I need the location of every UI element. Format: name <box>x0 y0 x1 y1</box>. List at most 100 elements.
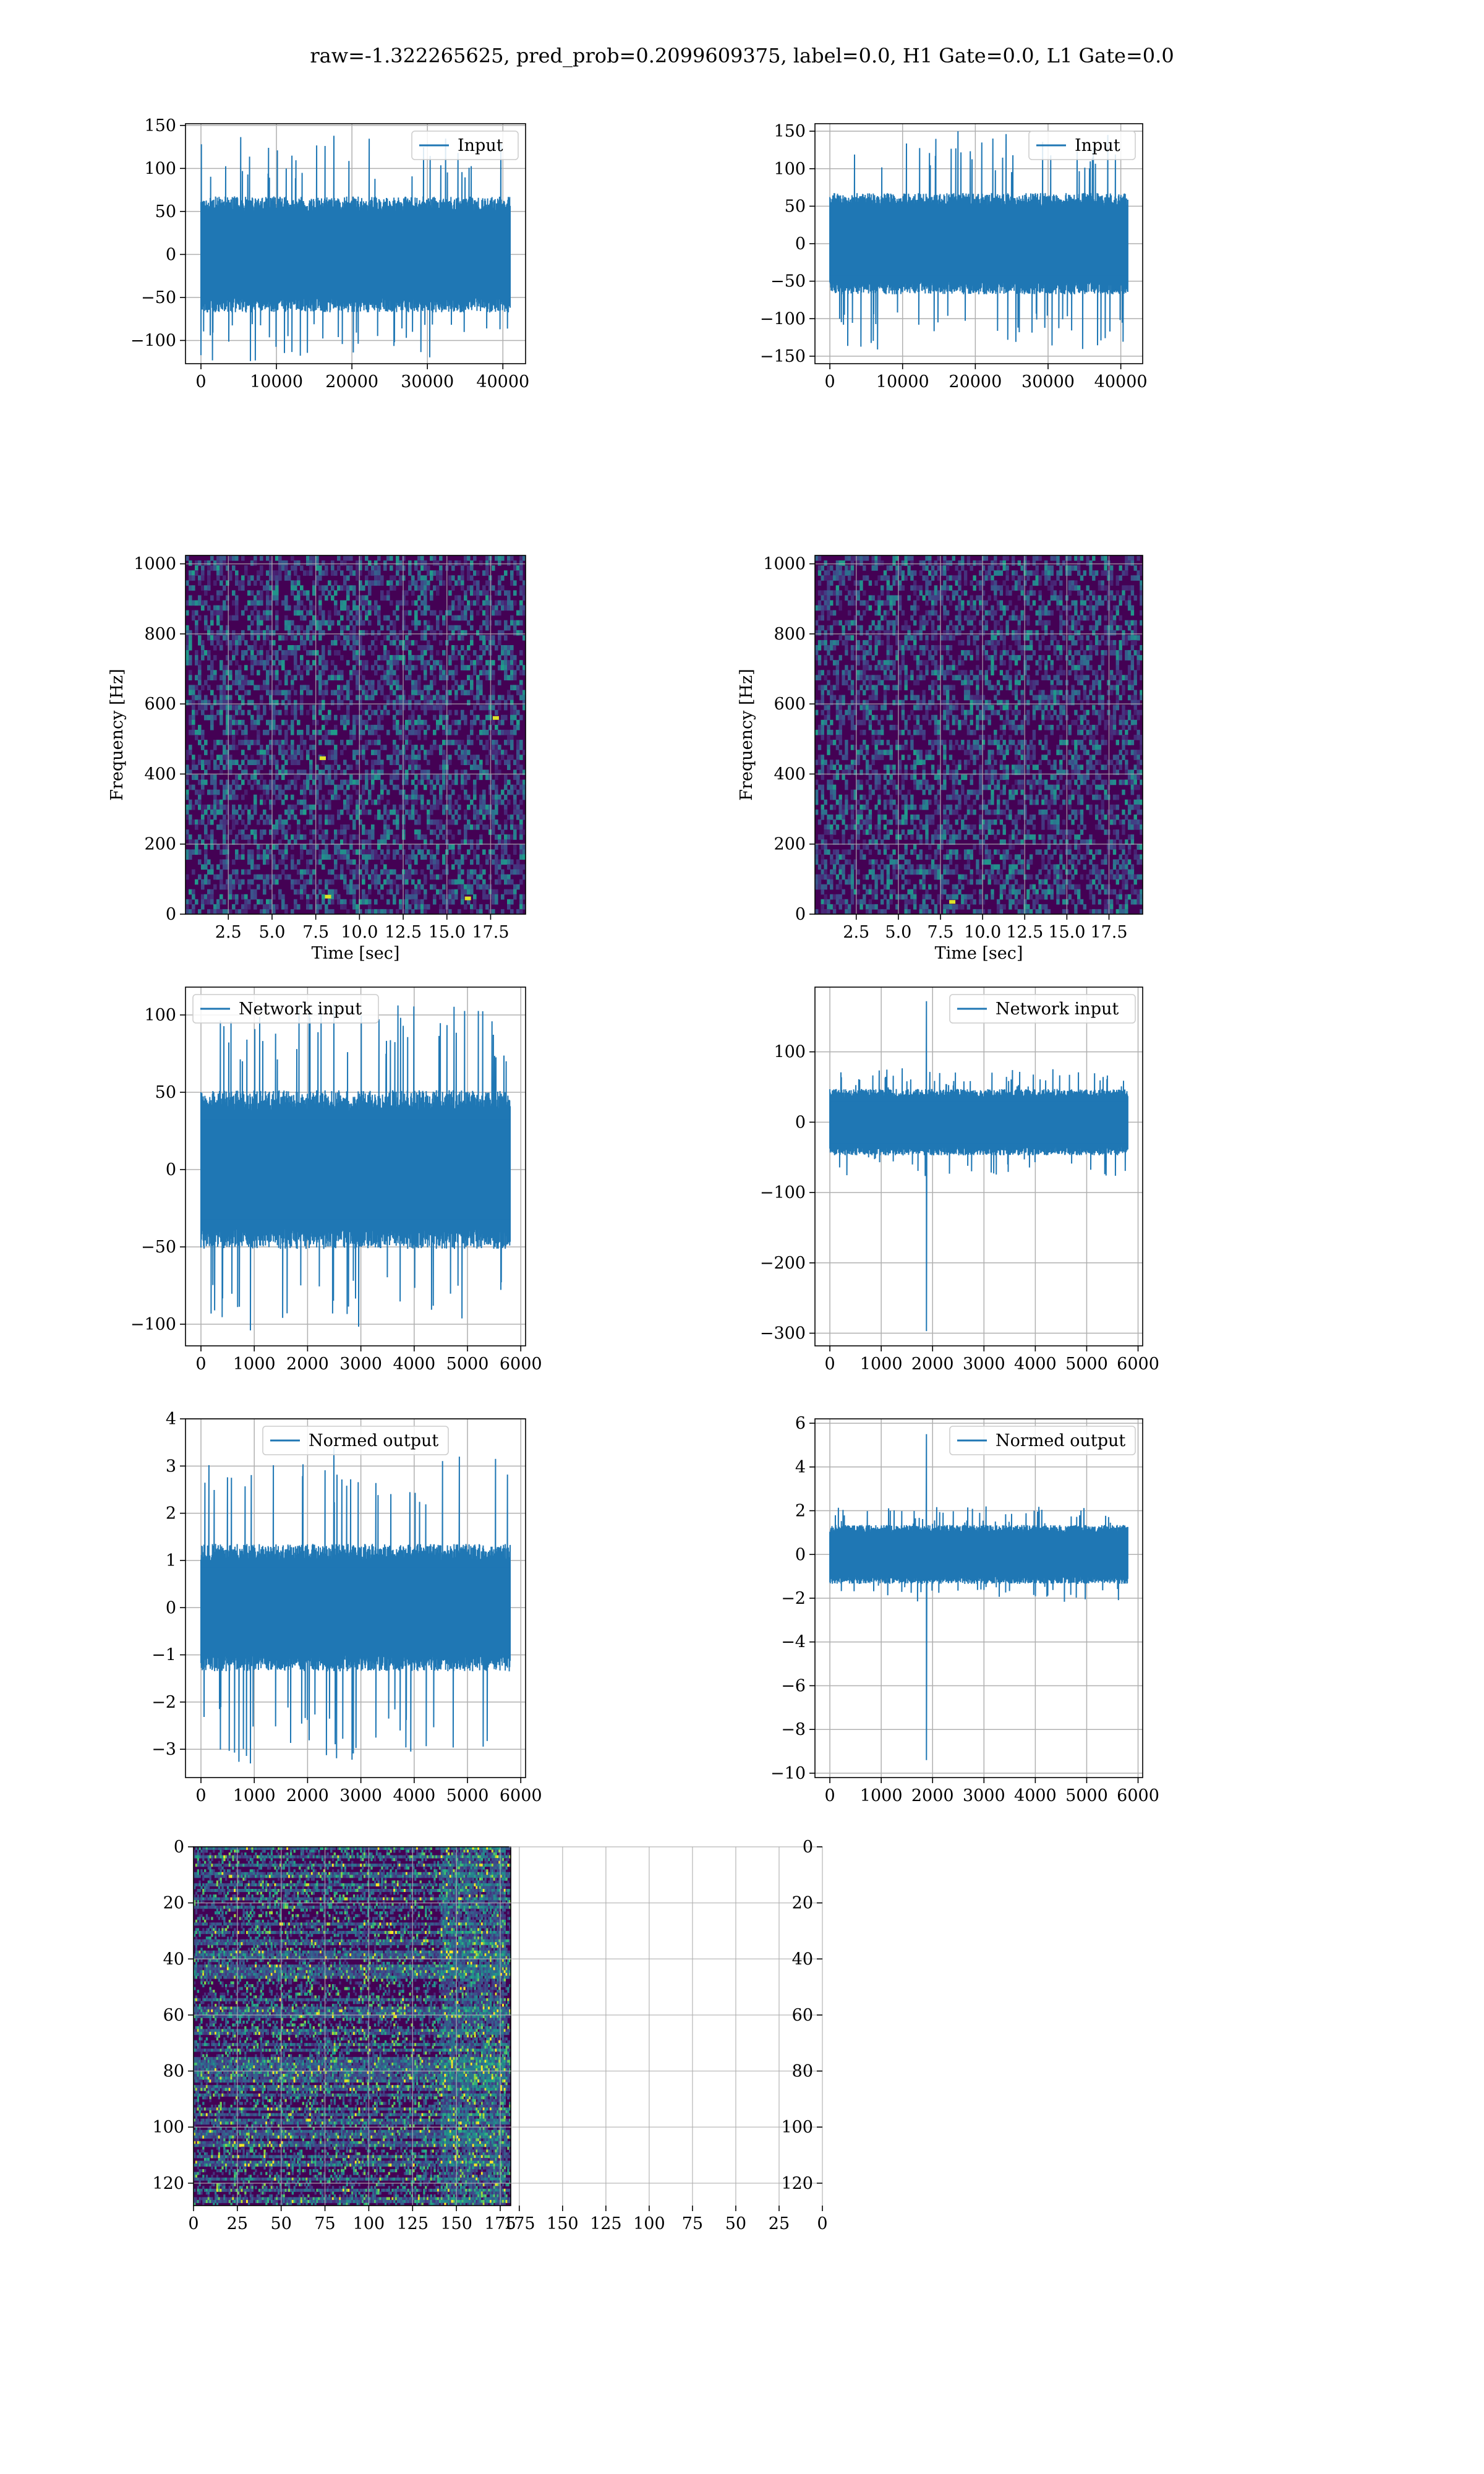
heatmap-cell <box>448 829 452 835</box>
heatmap-cell <box>1047 585 1051 591</box>
heatmap-cell <box>195 570 198 576</box>
heatmap-cell <box>817 570 822 576</box>
heatmap-cell <box>396 655 399 661</box>
heatmap-cell <box>898 585 902 591</box>
heatmap-cell <box>322 724 325 730</box>
heatmap-cell <box>442 804 446 810</box>
heatmap-cell <box>198 804 202 810</box>
heatmap-cell <box>881 560 884 566</box>
heatmap-cell <box>284 874 288 880</box>
heatmap-cell <box>232 869 236 875</box>
heatmap-cell <box>1080 615 1084 621</box>
heatmap-cell <box>865 650 869 656</box>
heatmap-cell <box>1074 585 1078 591</box>
heatmap-cell <box>189 729 192 735</box>
heatmap-cell <box>405 894 409 900</box>
heatmap-cell <box>470 740 474 745</box>
heatmap-cell <box>504 750 508 755</box>
heatmap-cell <box>312 635 316 641</box>
heatmap-cell <box>863 655 866 661</box>
heatmap-cell <box>300 844 304 850</box>
heatmap-cell <box>383 675 387 680</box>
heatmap-cell <box>263 789 267 795</box>
heatmap-cell <box>832 660 837 666</box>
heatmap-cell <box>414 665 418 670</box>
heatmap-cell <box>442 769 446 776</box>
heatmap-cell <box>201 704 205 711</box>
heatmap-cell <box>461 645 464 651</box>
heatmap-cell <box>380 625 384 631</box>
heatmap-cell <box>229 700 232 706</box>
heatmap-cell <box>220 760 223 765</box>
heatmap-cell <box>424 879 427 885</box>
heatmap-cell <box>928 560 932 566</box>
heatmap-cell <box>315 555 319 561</box>
heatmap-cell <box>349 735 353 740</box>
y-tick-label: 1000 <box>134 555 176 574</box>
heatmap-cell <box>257 884 260 890</box>
heatmap-cell <box>461 889 464 895</box>
heatmap-cell <box>260 685 263 691</box>
heatmap-cell <box>216 709 220 716</box>
heatmap-cell <box>294 675 297 680</box>
heatmap-cell <box>1074 555 1078 561</box>
heatmap-cell <box>501 695 505 701</box>
heatmap-cell <box>1068 635 1072 641</box>
heatmap-cell <box>856 645 860 651</box>
heatmap-cell <box>346 884 350 890</box>
heatmap-cell <box>306 724 310 730</box>
heatmap-cell <box>519 909 523 914</box>
heatmap-cell <box>380 764 384 770</box>
heatmap-cell <box>1017 615 1021 621</box>
heatmap-cell <box>254 760 257 765</box>
heatmap-cell <box>288 630 291 636</box>
heatmap-cell <box>247 680 251 686</box>
heatmap-cell <box>519 690 523 696</box>
heatmap-cell <box>241 585 245 591</box>
heatmap-cell <box>498 719 501 726</box>
heatmap-cell <box>427 580 430 586</box>
heatmap-cell <box>374 874 378 880</box>
heatmap-cell <box>904 635 908 641</box>
heatmap-cell <box>186 899 189 905</box>
heatmap-cell <box>815 605 819 611</box>
heatmap-cell <box>1080 625 1084 631</box>
heatmap-cell <box>275 590 279 596</box>
heatmap-cell <box>229 884 232 890</box>
heatmap-cell <box>417 794 421 800</box>
heatmap-cell <box>284 784 288 790</box>
heatmap-cell <box>817 580 822 586</box>
heatmap-cell <box>436 615 440 621</box>
heatmap-cell <box>519 904 523 910</box>
heatmap-cell <box>386 889 390 895</box>
heatmap-cell <box>399 709 403 716</box>
heatmap-cell <box>473 755 477 760</box>
heatmap-cell <box>476 764 480 770</box>
heatmap-cell <box>374 645 378 651</box>
heatmap-cell <box>260 595 263 601</box>
heatmap-cell <box>272 704 276 711</box>
heatmap-cell <box>216 799 220 805</box>
heatmap-cell <box>448 670 452 675</box>
heatmap-cell <box>380 575 384 581</box>
heatmap-cell <box>427 645 430 651</box>
heatmap-cell <box>368 839 372 845</box>
heatmap-cell <box>269 799 273 805</box>
heatmap-cell <box>269 560 273 566</box>
heatmap-cell <box>371 685 375 691</box>
heatmap-cell <box>492 814 495 820</box>
heatmap-cell <box>495 745 498 750</box>
heatmap-cell <box>1012 630 1015 636</box>
heatmap-cell <box>470 635 474 641</box>
heatmap-cell <box>300 615 304 621</box>
heatmap-cell <box>349 690 353 696</box>
heatmap-cell <box>411 789 415 795</box>
heatmap-cell <box>1133 630 1137 636</box>
heatmap-cell <box>991 655 994 661</box>
heatmap-cell <box>278 680 282 686</box>
heatmap-cell <box>898 640 902 646</box>
heatmap-cell <box>1035 610 1039 616</box>
heatmap-cell <box>522 700 526 706</box>
heatmap-cell <box>405 600 409 606</box>
heatmap-cell <box>458 864 461 870</box>
